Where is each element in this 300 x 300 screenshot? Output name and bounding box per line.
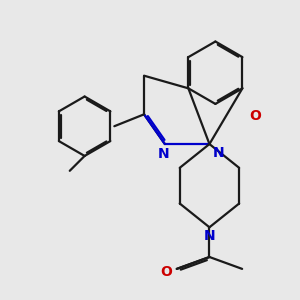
Text: N: N	[204, 229, 215, 243]
Text: N: N	[158, 148, 169, 161]
Text: O: O	[249, 109, 261, 123]
Text: N: N	[212, 146, 224, 160]
Text: O: O	[160, 265, 172, 279]
